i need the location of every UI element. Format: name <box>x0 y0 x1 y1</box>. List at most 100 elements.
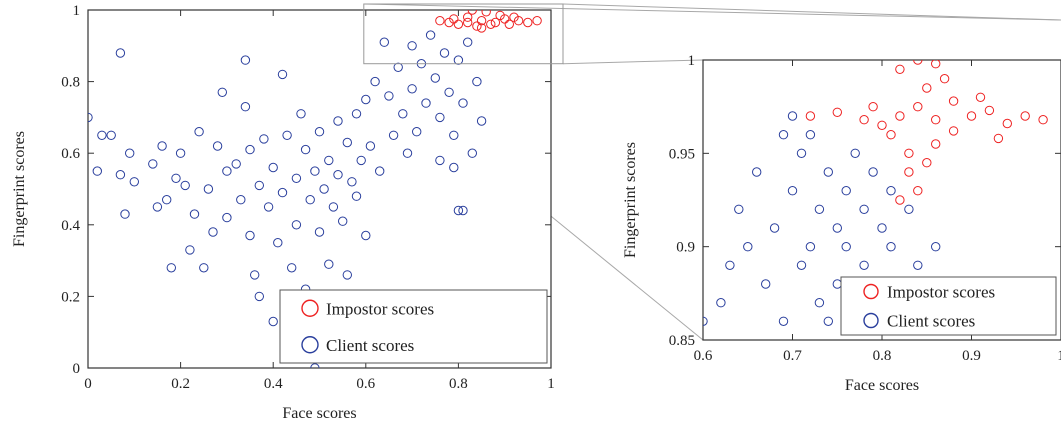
impostor-legend-label: Impostor scores <box>326 299 434 318</box>
client-point <box>203 184 214 194</box>
impostor-point <box>931 60 941 69</box>
client-point <box>435 112 445 123</box>
x-axis-title: Face scores <box>845 377 919 394</box>
zoom-region-box <box>363 3 564 65</box>
client-point <box>305 195 315 205</box>
client-point <box>421 98 431 108</box>
client-point <box>761 279 771 289</box>
y-tick-label: 0 <box>73 361 81 377</box>
y-tick-label: 0.9 <box>676 240 695 256</box>
client-point <box>743 242 753 252</box>
client-point <box>787 111 798 121</box>
impostor-point <box>913 102 923 112</box>
client-point <box>370 76 380 87</box>
impostor-point <box>444 17 454 28</box>
client-point <box>236 195 246 205</box>
client-point <box>231 159 241 169</box>
x-tick-label: 0.6 <box>694 348 713 364</box>
impostor-point <box>931 115 941 125</box>
main-scatter-panel: 0 0.2 0.4 0.6 0.8 1 0 0.2 0.4 0.6 0.8 1 Face scores F… <box>11 3 564 422</box>
client-point <box>351 109 362 119</box>
client-point <box>823 316 833 326</box>
client-point <box>449 162 459 173</box>
client-point <box>175 148 186 158</box>
x-tick-label: 0.6 <box>356 376 375 392</box>
x-tick-label: 0.8 <box>449 376 468 392</box>
client-point <box>361 94 371 105</box>
impostor-point <box>832 107 842 118</box>
impostor-point <box>922 158 932 168</box>
x-tick-label: 0.2 <box>171 376 190 392</box>
impostor-point <box>509 12 519 22</box>
client-point <box>805 130 816 140</box>
client-point <box>314 227 325 237</box>
client-point <box>92 166 103 176</box>
client-point <box>778 316 789 326</box>
client-point <box>342 137 352 148</box>
client-point <box>769 223 780 233</box>
client-point <box>310 166 320 176</box>
connector-line <box>562 59 704 65</box>
impostor-point <box>523 17 533 28</box>
legend-box <box>279 289 548 364</box>
client-point <box>463 37 473 47</box>
client-point <box>351 191 362 201</box>
impostor-point <box>948 96 959 106</box>
client-point <box>254 291 264 302</box>
impostor-point <box>895 195 905 205</box>
impostor-point <box>939 74 950 84</box>
impostor-point <box>913 186 923 196</box>
client-point <box>328 202 339 212</box>
client-point <box>814 204 825 215</box>
client-legend-marker <box>301 336 319 354</box>
client-point <box>886 186 896 196</box>
x-tick-label: 0.9 <box>962 348 981 364</box>
x-tick-label: 0.4 <box>264 376 283 392</box>
client-point <box>841 242 851 252</box>
client-point <box>273 238 283 248</box>
client-point <box>88 112 93 123</box>
impostor-point <box>975 92 986 103</box>
client-point <box>338 216 348 226</box>
connector-line <box>562 3 1061 21</box>
client-point <box>166 263 177 273</box>
impostor-point <box>913 60 923 65</box>
y-tick-label: 1 <box>73 3 81 19</box>
y-tick-label: 0.85 <box>669 333 695 349</box>
impostor-point <box>993 133 1004 144</box>
client-point <box>222 166 232 176</box>
client-point <box>180 180 190 191</box>
client-point <box>904 204 914 215</box>
client-point <box>157 141 167 151</box>
client-point <box>439 48 450 58</box>
impostor-point <box>931 139 941 149</box>
impostor-point <box>449 14 459 24</box>
impostor-point <box>472 21 482 31</box>
client-point <box>333 170 343 180</box>
client-point <box>393 62 403 73</box>
client-point <box>379 37 389 47</box>
client-point <box>217 87 228 98</box>
client-point <box>841 186 851 196</box>
client-point <box>324 155 334 166</box>
client-point <box>716 298 726 308</box>
y-tick-label: 0.8 <box>61 75 80 91</box>
client-point <box>222 212 232 223</box>
client-point <box>245 230 255 241</box>
client-point <box>449 130 459 141</box>
y-tick-label: 0.4 <box>61 218 80 234</box>
impostor-point <box>984 105 995 116</box>
client-point <box>361 230 371 241</box>
client-point <box>384 91 394 101</box>
impostor-legend-marker <box>301 299 319 317</box>
y-tick-label: 1 <box>688 53 696 69</box>
client-point <box>778 130 789 140</box>
client-point <box>388 130 399 141</box>
client-point <box>291 173 302 184</box>
zoom-scatter-panel: 0.6 0.7 0.8 0.9 1 0.85 0.9 0.95 1 Face scores Fing… <box>622 53 1061 394</box>
client-point <box>296 109 306 119</box>
impostor-point <box>904 167 914 177</box>
client-point <box>115 170 126 180</box>
client-point <box>240 102 251 112</box>
client-point <box>703 316 708 326</box>
